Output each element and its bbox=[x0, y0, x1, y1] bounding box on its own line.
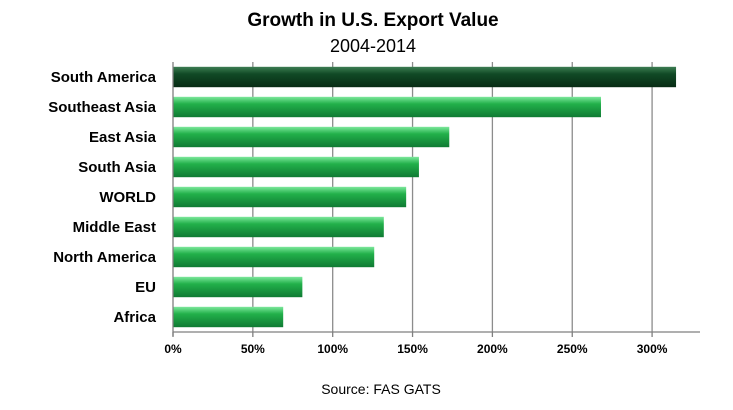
x-tick-label-50: 50% bbox=[241, 342, 265, 356]
bar-africa bbox=[173, 306, 284, 328]
bar-south-america bbox=[173, 66, 677, 88]
x-tick-label-200: 200% bbox=[477, 342, 508, 356]
x-tick-label-150: 150% bbox=[397, 342, 428, 356]
bar-eu bbox=[173, 276, 303, 298]
bar-east-asia bbox=[173, 126, 450, 148]
axes bbox=[172, 62, 700, 337]
bar-southeast-asia bbox=[173, 96, 601, 118]
x-tick-label-0: 0% bbox=[164, 342, 182, 356]
category-label-africa: Africa bbox=[113, 309, 156, 326]
x-tick-labels: 0% 50% 100% 150% 200% 250% 300% bbox=[164, 342, 667, 356]
category-label-east-asia: East Asia bbox=[89, 129, 157, 146]
x-tick-label-250: 250% bbox=[557, 342, 588, 356]
category-label-world: WORLD bbox=[99, 189, 156, 206]
bar-south-asia bbox=[173, 156, 419, 178]
x-tick-label-300: 300% bbox=[637, 342, 668, 356]
source-note: Source: FAS GATS bbox=[321, 381, 441, 397]
category-label-south-asia: South Asia bbox=[78, 159, 156, 176]
bars bbox=[173, 66, 677, 328]
category-label-southeast-asia: Southeast Asia bbox=[48, 99, 156, 116]
chart-subtitle: 2004-2014 bbox=[330, 36, 416, 56]
bar-north-america bbox=[173, 246, 375, 268]
category-label-middle-east: Middle East bbox=[73, 219, 156, 236]
chart-title: Growth in U.S. Export Value bbox=[247, 10, 498, 31]
x-tick-label-100: 100% bbox=[317, 342, 348, 356]
bar-middle-east bbox=[173, 216, 384, 238]
category-label-eu: EU bbox=[135, 279, 156, 296]
category-labels: South America Southeast Asia East Asia Sout… bbox=[48, 69, 156, 326]
bar-world bbox=[173, 186, 407, 208]
category-label-north-america: North America bbox=[53, 249, 156, 266]
category-label-south-america: South America bbox=[51, 69, 157, 86]
